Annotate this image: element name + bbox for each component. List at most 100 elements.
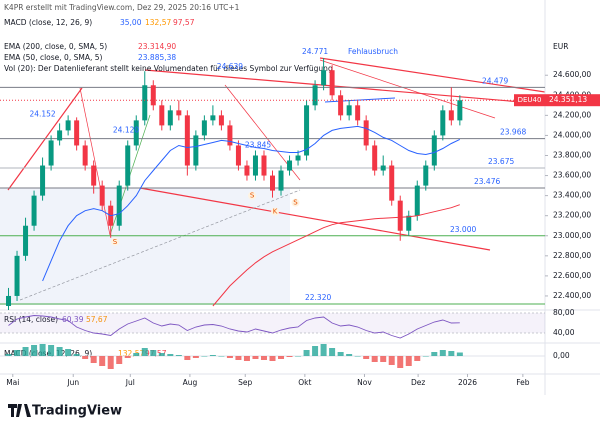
macd-bar xyxy=(31,345,38,356)
candle-body xyxy=(414,185,420,216)
candle-body xyxy=(201,120,207,136)
macd-bar xyxy=(99,356,106,366)
y-tick-label: 23.800,00 xyxy=(553,150,591,159)
macd-bar xyxy=(73,354,80,356)
y-tick-label: 22.400,00 xyxy=(553,291,591,300)
macd-bar xyxy=(286,356,293,357)
x-tick-label: Dez xyxy=(411,378,425,387)
level-label: 23.000 xyxy=(450,225,476,234)
candle-body xyxy=(31,195,37,226)
macd-bar xyxy=(175,355,182,356)
candle-body xyxy=(278,170,284,191)
y-tick-label: 23.000,00 xyxy=(553,231,591,240)
candle-body xyxy=(159,105,165,126)
candle-body xyxy=(270,175,275,191)
signal-marker xyxy=(110,237,119,246)
signal: S xyxy=(293,199,298,207)
macd-bar xyxy=(405,356,412,366)
candle-body xyxy=(142,85,148,121)
macd-bar xyxy=(380,356,387,362)
candle-body xyxy=(184,115,190,166)
legend: EMA (200, close, 0, SMA, 5) xyxy=(4,42,107,51)
x-tick-label: Sep xyxy=(238,378,252,387)
macd-bar xyxy=(39,344,46,356)
legend-value: 132,57 xyxy=(145,18,171,27)
candle-body xyxy=(440,110,446,136)
macd-bar xyxy=(65,349,72,356)
candle-body xyxy=(57,130,63,141)
annotation: 24.639 xyxy=(217,62,243,71)
macd-bar xyxy=(48,345,55,356)
logo: TradingView xyxy=(8,404,122,419)
signal: K xyxy=(273,208,278,216)
candle-body xyxy=(193,135,199,166)
y-tick-label: 22.800,00 xyxy=(553,251,591,260)
y-tick-label: 24.600,00 xyxy=(553,70,591,79)
candle-body xyxy=(14,255,20,296)
macd-bar xyxy=(371,356,378,362)
x-tick-label: Aug xyxy=(183,378,198,387)
macd-bar xyxy=(226,356,233,358)
macd-bar xyxy=(116,356,123,364)
annotation: 24.152 xyxy=(29,109,55,118)
macd-bar xyxy=(235,356,242,360)
candle-body xyxy=(125,145,131,186)
legend-value: 23.314,90 xyxy=(138,42,176,51)
legend-value: 23.885,38 xyxy=(138,53,176,62)
symbol-tag-text: DEU40 xyxy=(518,96,542,104)
macd-bar xyxy=(150,350,157,356)
candle-body xyxy=(116,185,122,226)
candle-body xyxy=(82,145,88,166)
candle-body xyxy=(48,140,54,166)
macd-bar xyxy=(354,356,361,357)
macd-bar xyxy=(431,352,438,356)
macd-bar xyxy=(320,344,327,356)
macd-bar xyxy=(243,356,250,361)
legend: Vol (20): Der Datenlieferant stellt kein… xyxy=(4,64,333,73)
y-tick-label: 23.600,00 xyxy=(553,171,591,180)
candle-body xyxy=(6,295,12,306)
macd-bar xyxy=(14,350,21,356)
candle-body xyxy=(406,215,412,231)
macd-bar xyxy=(448,351,455,356)
macd-bar xyxy=(56,347,63,356)
candle-body xyxy=(346,105,352,116)
macd-bar xyxy=(107,356,114,369)
level-label: 23.968 xyxy=(500,128,526,137)
candle-body xyxy=(227,125,233,146)
symbol-tag xyxy=(514,94,545,107)
legend: EMA (50, close, 0, SMA, 5) xyxy=(4,53,102,62)
candle-body xyxy=(218,115,224,126)
legend-value: 97,57 xyxy=(173,18,195,27)
candle-body xyxy=(287,160,293,171)
candle-body xyxy=(210,115,216,121)
candle-body xyxy=(448,110,454,121)
macd-bar xyxy=(5,354,12,356)
macd-bar xyxy=(260,356,267,360)
macd-bar xyxy=(295,356,302,357)
legend-value: 57,67 xyxy=(86,315,108,324)
candle-body xyxy=(244,165,250,176)
candle-body xyxy=(252,155,258,176)
level-label: 22.320 xyxy=(305,293,331,302)
candle-body xyxy=(167,110,173,126)
price-tag-text: 24.351,13 xyxy=(549,95,587,104)
candle-body xyxy=(304,105,310,156)
legend: RSI (14, close) xyxy=(4,315,58,324)
macd-bar xyxy=(252,356,259,359)
y-tick-label: 40,00 xyxy=(553,328,575,337)
candle-body xyxy=(40,165,46,196)
legend-value: 132,57 xyxy=(118,349,144,358)
macd-bar xyxy=(124,356,131,358)
candle-body xyxy=(389,165,395,201)
macd-bar xyxy=(90,356,97,363)
watermark: K4PR erstellt mit TradingView.com, Dez 2… xyxy=(4,3,240,12)
annotation: 23.845 xyxy=(245,140,271,149)
signal-marker xyxy=(271,207,280,216)
y-tick-label: 22.600,00 xyxy=(553,271,591,280)
macd-bar xyxy=(337,352,344,356)
candle-body xyxy=(423,165,429,186)
macd-bar xyxy=(346,354,353,356)
macd-bar xyxy=(133,353,140,356)
y-tick-label: 23.200,00 xyxy=(553,211,591,220)
